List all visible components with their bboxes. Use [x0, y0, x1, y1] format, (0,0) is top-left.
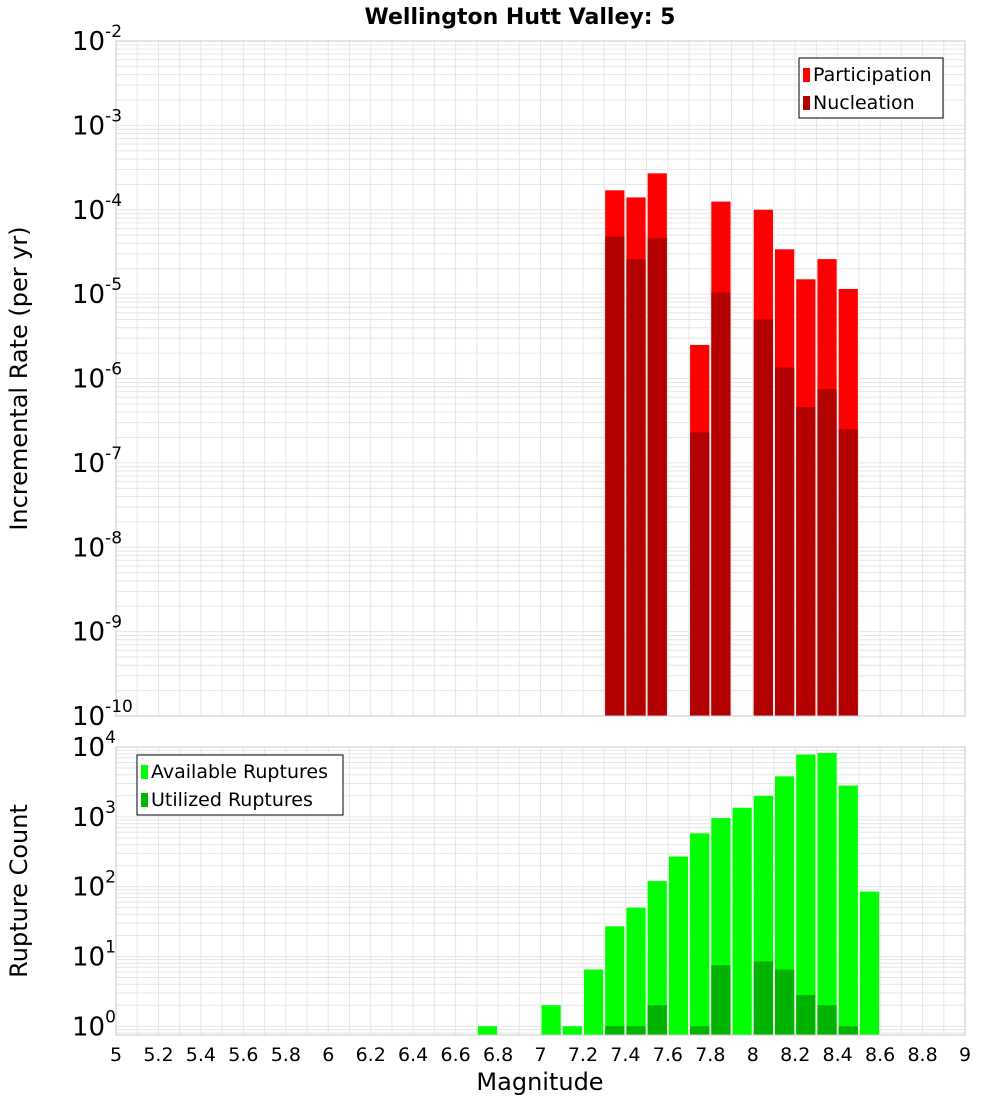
- nucleation-bar: [690, 432, 710, 716]
- rate-plot-frame: [115, 40, 966, 717]
- available-ruptures-bar: [477, 1026, 498, 1035]
- x-tick-label: 7: [534, 1044, 546, 1066]
- nucleation-bar: [711, 292, 731, 716]
- y-tick-label: 10-10: [72, 697, 133, 732]
- chart-title: Wellington Hutt Valley: 5: [365, 5, 676, 30]
- available-ruptures-bar: [732, 807, 752, 1035]
- available-ruptures-bar: [541, 1005, 561, 1035]
- nucleation-bar: [817, 389, 837, 716]
- rate-plot-panel: 10-10 10-9 10-8 10-7 10-6 10-5 10-4 10-3 10-2 In…: [5, 22, 966, 732]
- y-tick-label: 102: [72, 868, 116, 903]
- utilized-ruptures-bar: [711, 965, 731, 1035]
- count-plot-y-axis-label: Rupture Count: [5, 804, 33, 978]
- x-tick-label: 5.8: [271, 1044, 301, 1066]
- available-ruptures-bar: [690, 833, 710, 1035]
- x-tick-label: 9: [959, 1044, 971, 1066]
- rate-plot-grid: [115, 41, 966, 717]
- x-tick-label: 5.6: [228, 1044, 258, 1066]
- utilized-ruptures-bar: [838, 1026, 858, 1035]
- y-tick-label: 10-6: [72, 360, 122, 395]
- nucleation-bar: [626, 259, 646, 716]
- count-plot-x-axis-label: Magnitude: [476, 1068, 603, 1096]
- utilized-ruptures-bar: [626, 1026, 646, 1035]
- count-plot-panel: 100 101 102 103 104 5 5.2 5.4 5.6 5.8 6 6.2 6.4 6.6 6…: [5, 728, 971, 1096]
- legend-swatch: [141, 793, 148, 807]
- available-ruptures-bar: [605, 926, 625, 1035]
- legend-box: [136, 754, 344, 816]
- legend-label: Utilized Ruptures: [151, 789, 313, 811]
- legend-swatch: [803, 96, 810, 110]
- nucleation-bar: [753, 319, 773, 716]
- y-tick-label: 10-5: [72, 275, 122, 310]
- nucleation-bar: [796, 406, 816, 716]
- nucleation-bar: [605, 236, 625, 716]
- rate-plot-y-ticks: 10-10 10-9 10-8 10-7 10-6 10-5 10-4 10-3 10-2: [72, 22, 133, 732]
- x-tick-label: 6.8: [483, 1044, 513, 1066]
- y-tick-label: 10-7: [72, 444, 122, 479]
- available-ruptures-bar: [626, 907, 646, 1035]
- x-tick-label: 6.4: [398, 1044, 428, 1066]
- available-ruptures-bar: [859, 891, 880, 1035]
- y-tick-label: 10-2: [72, 22, 122, 57]
- x-tick-label: 6.6: [440, 1044, 470, 1066]
- rate-plot-y-axis-label: Incremental Rate (per yr): [5, 226, 33, 530]
- x-tick-label: 6: [322, 1044, 334, 1066]
- rate-plot-legend: Participation Nucleation: [798, 57, 944, 119]
- x-tick-label: 5.2: [143, 1044, 173, 1066]
- x-tick-label: 8.4: [823, 1044, 853, 1066]
- y-tick-label: 101: [72, 937, 116, 972]
- x-tick-label: 8.8: [907, 1044, 937, 1066]
- x-tick-label: 8.2: [780, 1044, 810, 1066]
- x-tick-label: 7.8: [695, 1044, 725, 1066]
- count-plot-legend: Available Ruptures Utilized Ruptures: [136, 754, 344, 816]
- y-tick-label: 10-9: [72, 613, 122, 648]
- legend-box: [798, 57, 944, 119]
- count-plot-bars: [477, 753, 880, 1035]
- nucleation-bar: [647, 238, 667, 716]
- y-tick-label: 10-8: [72, 528, 122, 563]
- y-tick-label: 100: [72, 1007, 116, 1042]
- x-tick-label: 6.2: [356, 1044, 386, 1066]
- available-ruptures-bar: [583, 969, 604, 1035]
- available-ruptures-bar: [647, 881, 667, 1035]
- legend-label: Participation: [813, 64, 932, 86]
- utilized-ruptures-bar: [774, 969, 795, 1035]
- count-plot-x-ticks: 5 5.2 5.4 5.6 5.8 6 6.2 6.4 6.6 6.8 7 7.2 7.4 7.6 7.8 8…: [110, 1044, 971, 1066]
- legend-label: Available Ruptures: [151, 761, 328, 783]
- y-tick-label: 104: [72, 728, 116, 763]
- count-plot-frame: [115, 746, 966, 1036]
- utilized-ruptures-bar: [753, 961, 773, 1035]
- available-ruptures-bar: [668, 856, 689, 1035]
- available-ruptures-bar: [562, 1026, 582, 1035]
- utilized-ruptures-bar: [647, 1005, 667, 1035]
- y-tick-label: 103: [72, 798, 116, 833]
- x-tick-label: 8.6: [865, 1044, 895, 1066]
- x-tick-label: 7.4: [610, 1044, 640, 1066]
- x-tick-label: 5.4: [186, 1044, 216, 1066]
- legend-swatch: [803, 68, 810, 82]
- legend-swatch: [141, 765, 148, 779]
- x-tick-label: 5: [110, 1044, 122, 1066]
- y-tick-label: 10-3: [72, 106, 122, 141]
- utilized-ruptures-bar: [796, 995, 816, 1035]
- available-ruptures-bar: [817, 753, 837, 1035]
- nucleation-bar: [774, 367, 795, 716]
- nucleation-bar: [838, 429, 858, 716]
- utilized-ruptures-bar: [817, 1005, 837, 1035]
- x-tick-label: 8: [747, 1044, 759, 1066]
- available-ruptures-bar: [838, 785, 858, 1035]
- rate-plot-bars: [605, 173, 858, 717]
- count-plot-y-ticks: 100 101 102 103 104: [72, 728, 116, 1042]
- x-tick-label: 7.6: [653, 1044, 683, 1066]
- available-ruptures-bar: [796, 754, 816, 1035]
- x-tick-label: 7.2: [568, 1044, 598, 1066]
- y-tick-label: 10-4: [72, 191, 122, 226]
- utilized-ruptures-bar: [690, 1026, 710, 1035]
- legend-label: Nucleation: [813, 92, 915, 114]
- utilized-ruptures-bar: [605, 1026, 625, 1035]
